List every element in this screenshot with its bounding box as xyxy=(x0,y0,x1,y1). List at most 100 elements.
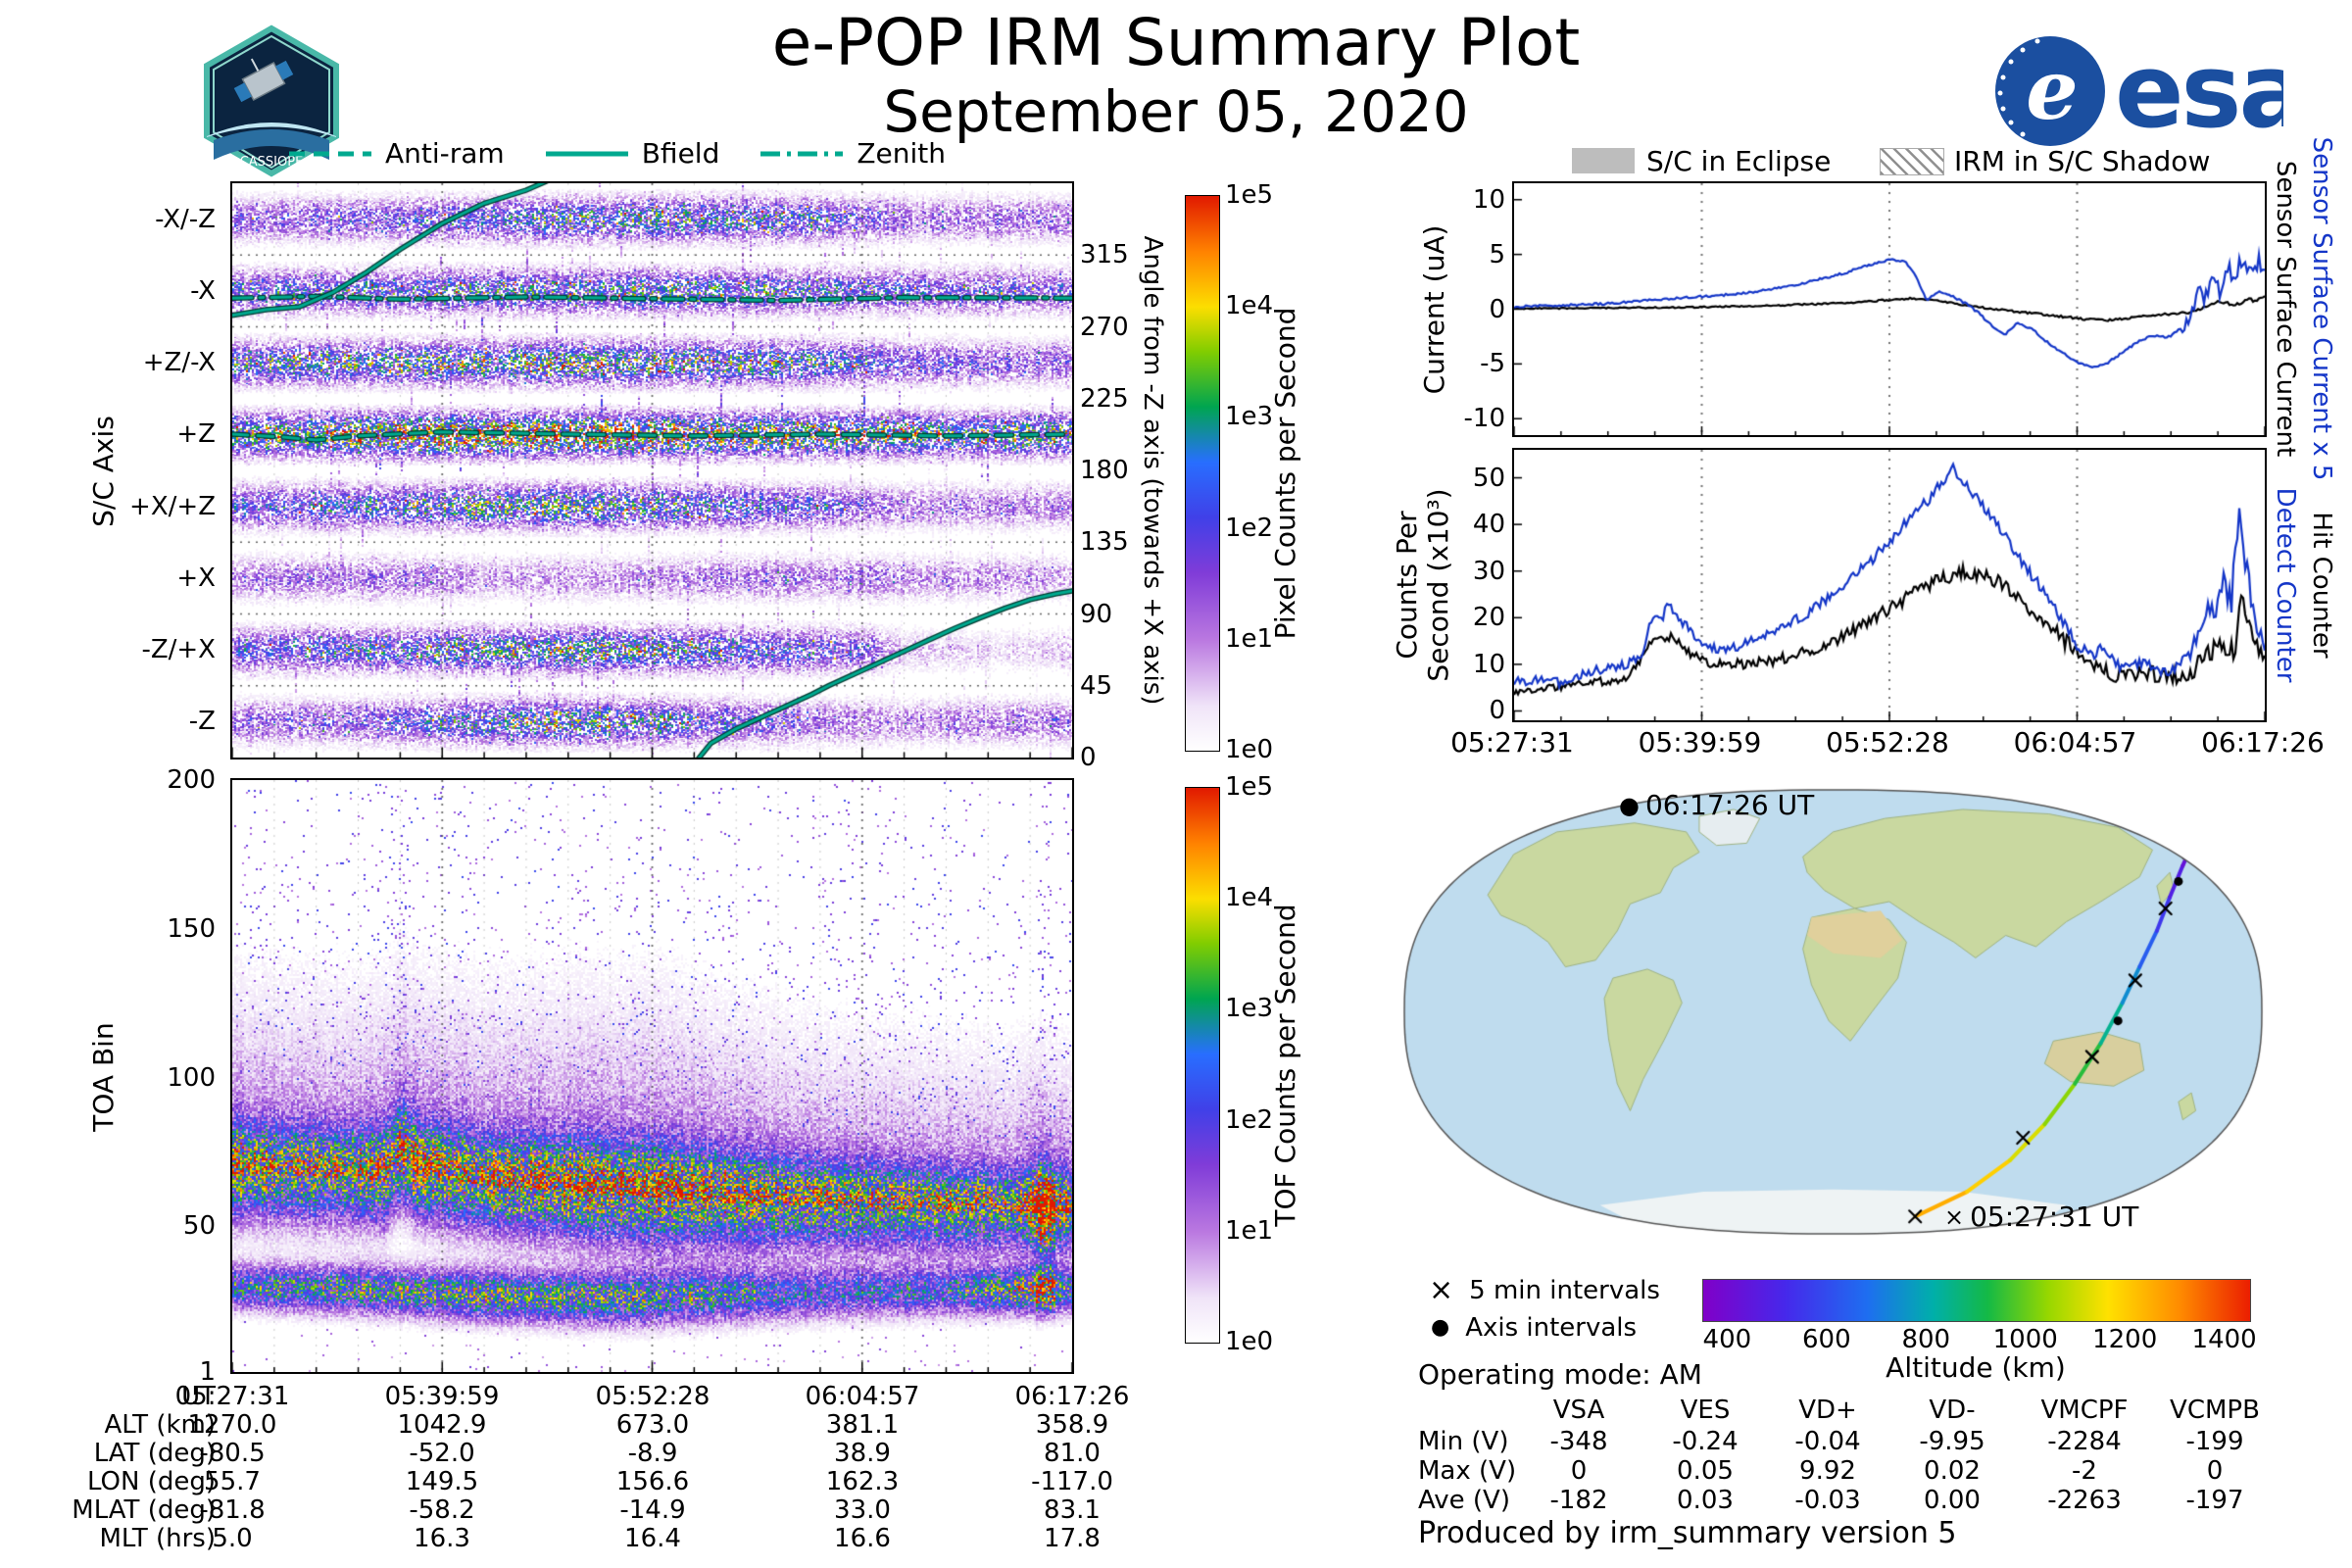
angle-tick: 270 xyxy=(1080,312,1129,342)
page-subtitle: September 05, 2020 xyxy=(883,78,1469,145)
angle-tick: 90 xyxy=(1080,599,1113,629)
ephemeris-cell: 673.0 xyxy=(615,1410,690,1440)
ephemeris-cell: 83.1 xyxy=(1044,1495,1101,1525)
pixel-colorbar-tick: 1e3 xyxy=(1225,402,1274,432)
ephemeris-cell: 358.9 xyxy=(1035,1410,1109,1440)
ephemeris-cell: 05:39:59 xyxy=(384,1382,500,1411)
legend-item-bfield: Bfield xyxy=(545,138,719,170)
ephemeris-cell: 33.0 xyxy=(834,1495,891,1525)
legend-antiram-label: Anti-ram xyxy=(385,137,505,170)
voltage-cell: 9.92 xyxy=(1799,1456,1856,1486)
sensor-current-plot xyxy=(1512,181,2267,437)
current-tick: 5 xyxy=(1489,239,1505,270)
ephemeris-cell: 162.3 xyxy=(825,1467,900,1496)
ephemeris-row-label: UT xyxy=(181,1382,216,1411)
ephemeris-row-label: ALT (km) xyxy=(104,1410,216,1440)
voltage-cell: 0.02 xyxy=(1924,1456,1981,1486)
eclipse-swatch xyxy=(1572,148,1635,173)
track-start-annotation: × 05:27:31 UT xyxy=(1944,1201,2138,1233)
angle-tick: 315 xyxy=(1080,240,1129,270)
angle-tick: 225 xyxy=(1080,383,1129,414)
angle-axis-label: Angle from -Z axis (towards +X axis) xyxy=(1138,235,1167,706)
voltage-cell: -2 xyxy=(2072,1456,2097,1486)
ephemeris-cell: 5.0 xyxy=(212,1524,253,1553)
ephemeris-row-label: LAT (deg) xyxy=(93,1439,216,1468)
voltage-row-label: Max (V) xyxy=(1418,1456,1517,1486)
ephemeris-cell: 17.8 xyxy=(1044,1524,1101,1553)
altitude-tick: 800 xyxy=(1901,1325,1951,1354)
ephemeris-cell: 1042.9 xyxy=(397,1410,487,1440)
voltage-cell: 0.05 xyxy=(1677,1456,1734,1486)
sc-axis-tick: -X xyxy=(190,275,216,306)
voltage-cell: -348 xyxy=(1549,1427,1608,1456)
dot-marker-icon: ● xyxy=(1431,1315,1450,1340)
ephemeris-cell: -58.2 xyxy=(409,1495,475,1525)
voltage-cell: -2263 xyxy=(2047,1486,2122,1515)
page-title: e-POP IRM Summary Plot xyxy=(771,5,1581,80)
voltage-row-label: Min (V) xyxy=(1418,1427,1509,1456)
counts-tick: 30 xyxy=(1472,556,1505,586)
five-min-x-icon: × xyxy=(1944,1203,1965,1231)
ephemeris-row-label: MLAT (deg) xyxy=(72,1495,216,1525)
sc-axis-tick: -X/-Z xyxy=(155,204,216,234)
ephemeris-cell: 38.9 xyxy=(834,1439,891,1468)
ephemeris-cell: -117.0 xyxy=(1031,1467,1113,1496)
pixel-colorbar-label: Pixel Counts per Second xyxy=(1269,307,1301,640)
ephemeris-cell: -14.9 xyxy=(619,1495,686,1525)
voltage-cell: 0 xyxy=(1570,1456,1588,1486)
altitude-tick: 1200 xyxy=(2092,1325,2158,1354)
ephemeris-cell: 149.5 xyxy=(405,1467,479,1496)
spectrogram-legend: Anti-ram Bfield Zenith xyxy=(289,138,946,170)
tof-colorbar-tick: 1e3 xyxy=(1225,994,1274,1024)
pixel-colorbar-tick: 1e1 xyxy=(1225,623,1274,654)
mission-patch-graphic: CASSIOPE xyxy=(204,24,339,177)
toa-tick: 50 xyxy=(182,1211,216,1242)
bfield-line-sample xyxy=(545,151,628,157)
voltage-cell: -0.24 xyxy=(1672,1427,1739,1456)
sc-axis-tick: +X xyxy=(176,563,216,593)
voltage-col-header: VMCPF xyxy=(2040,1396,2129,1425)
x-marker-icon: × xyxy=(1429,1273,1454,1307)
time-tick: 05:27:31 xyxy=(1450,726,1574,759)
altitude-colorbar xyxy=(1702,1279,2251,1322)
sc-axis-tick: -Z xyxy=(188,707,216,737)
current-tick: 10 xyxy=(1472,184,1505,215)
svg-text:e: e xyxy=(2026,41,2078,138)
esa-wordmark: esa xyxy=(2115,31,2283,151)
sc-axis-ylabel: S/C Axis xyxy=(87,416,120,527)
sc-axis-tick: +X/+Z xyxy=(129,491,216,521)
footer-version: Produced by irm_summary version 5 xyxy=(1418,1516,1957,1550)
pixel-colorbar-tick: 1e2 xyxy=(1225,513,1274,543)
toa-tick: 200 xyxy=(167,765,216,795)
counts-tick: 0 xyxy=(1489,696,1505,726)
time-tick: 06:17:26 xyxy=(2201,726,2325,759)
ephemeris-cell: 156.6 xyxy=(615,1467,690,1496)
legend-item-antiram: Anti-ram xyxy=(289,138,505,170)
pixel-colorbar-tick: 1e0 xyxy=(1225,735,1274,764)
satellite-icon xyxy=(233,58,294,103)
voltage-col-header: VD- xyxy=(1929,1396,1976,1425)
map-legend-dot: ● Axis intervals xyxy=(1431,1313,1637,1343)
current-tick: -10 xyxy=(1463,404,1505,434)
shadow-swatch xyxy=(1880,148,1944,175)
x-marker-label: 5 min intervals xyxy=(1469,1276,1660,1305)
altitude-tick: 1000 xyxy=(1992,1325,2058,1354)
toa-tick: 150 xyxy=(167,913,216,944)
track-end-annotation: ● 06:17:26 UT xyxy=(1619,790,1814,821)
track-start-label: 05:27:31 UT xyxy=(1970,1200,2139,1233)
tof-colorbar-label: TOF Counts per Second xyxy=(1269,904,1301,1227)
ephemeris-cell: 55.7 xyxy=(204,1467,261,1496)
toa-spectrogram xyxy=(230,778,1074,1374)
sc-axis-tick: +Z/-X xyxy=(142,348,216,378)
voltage-cell: -0.04 xyxy=(1794,1427,1861,1456)
counter-plot xyxy=(1512,448,2267,722)
current-tick: -5 xyxy=(1480,349,1505,379)
tof-colorbar-tick: 1e0 xyxy=(1225,1327,1274,1356)
antiram-line-sample xyxy=(289,151,371,157)
sc-axis-spectrogram xyxy=(230,181,1074,760)
altitude-bar-label: Altitude (km) xyxy=(1886,1351,2066,1384)
tof-colorbar-tick: 1e1 xyxy=(1225,1215,1274,1246)
time-tick: 06:04:57 xyxy=(2013,726,2137,759)
tof-colorbar-tick: 1e5 xyxy=(1225,772,1274,802)
operating-mode: Operating mode: AM xyxy=(1418,1358,1702,1391)
